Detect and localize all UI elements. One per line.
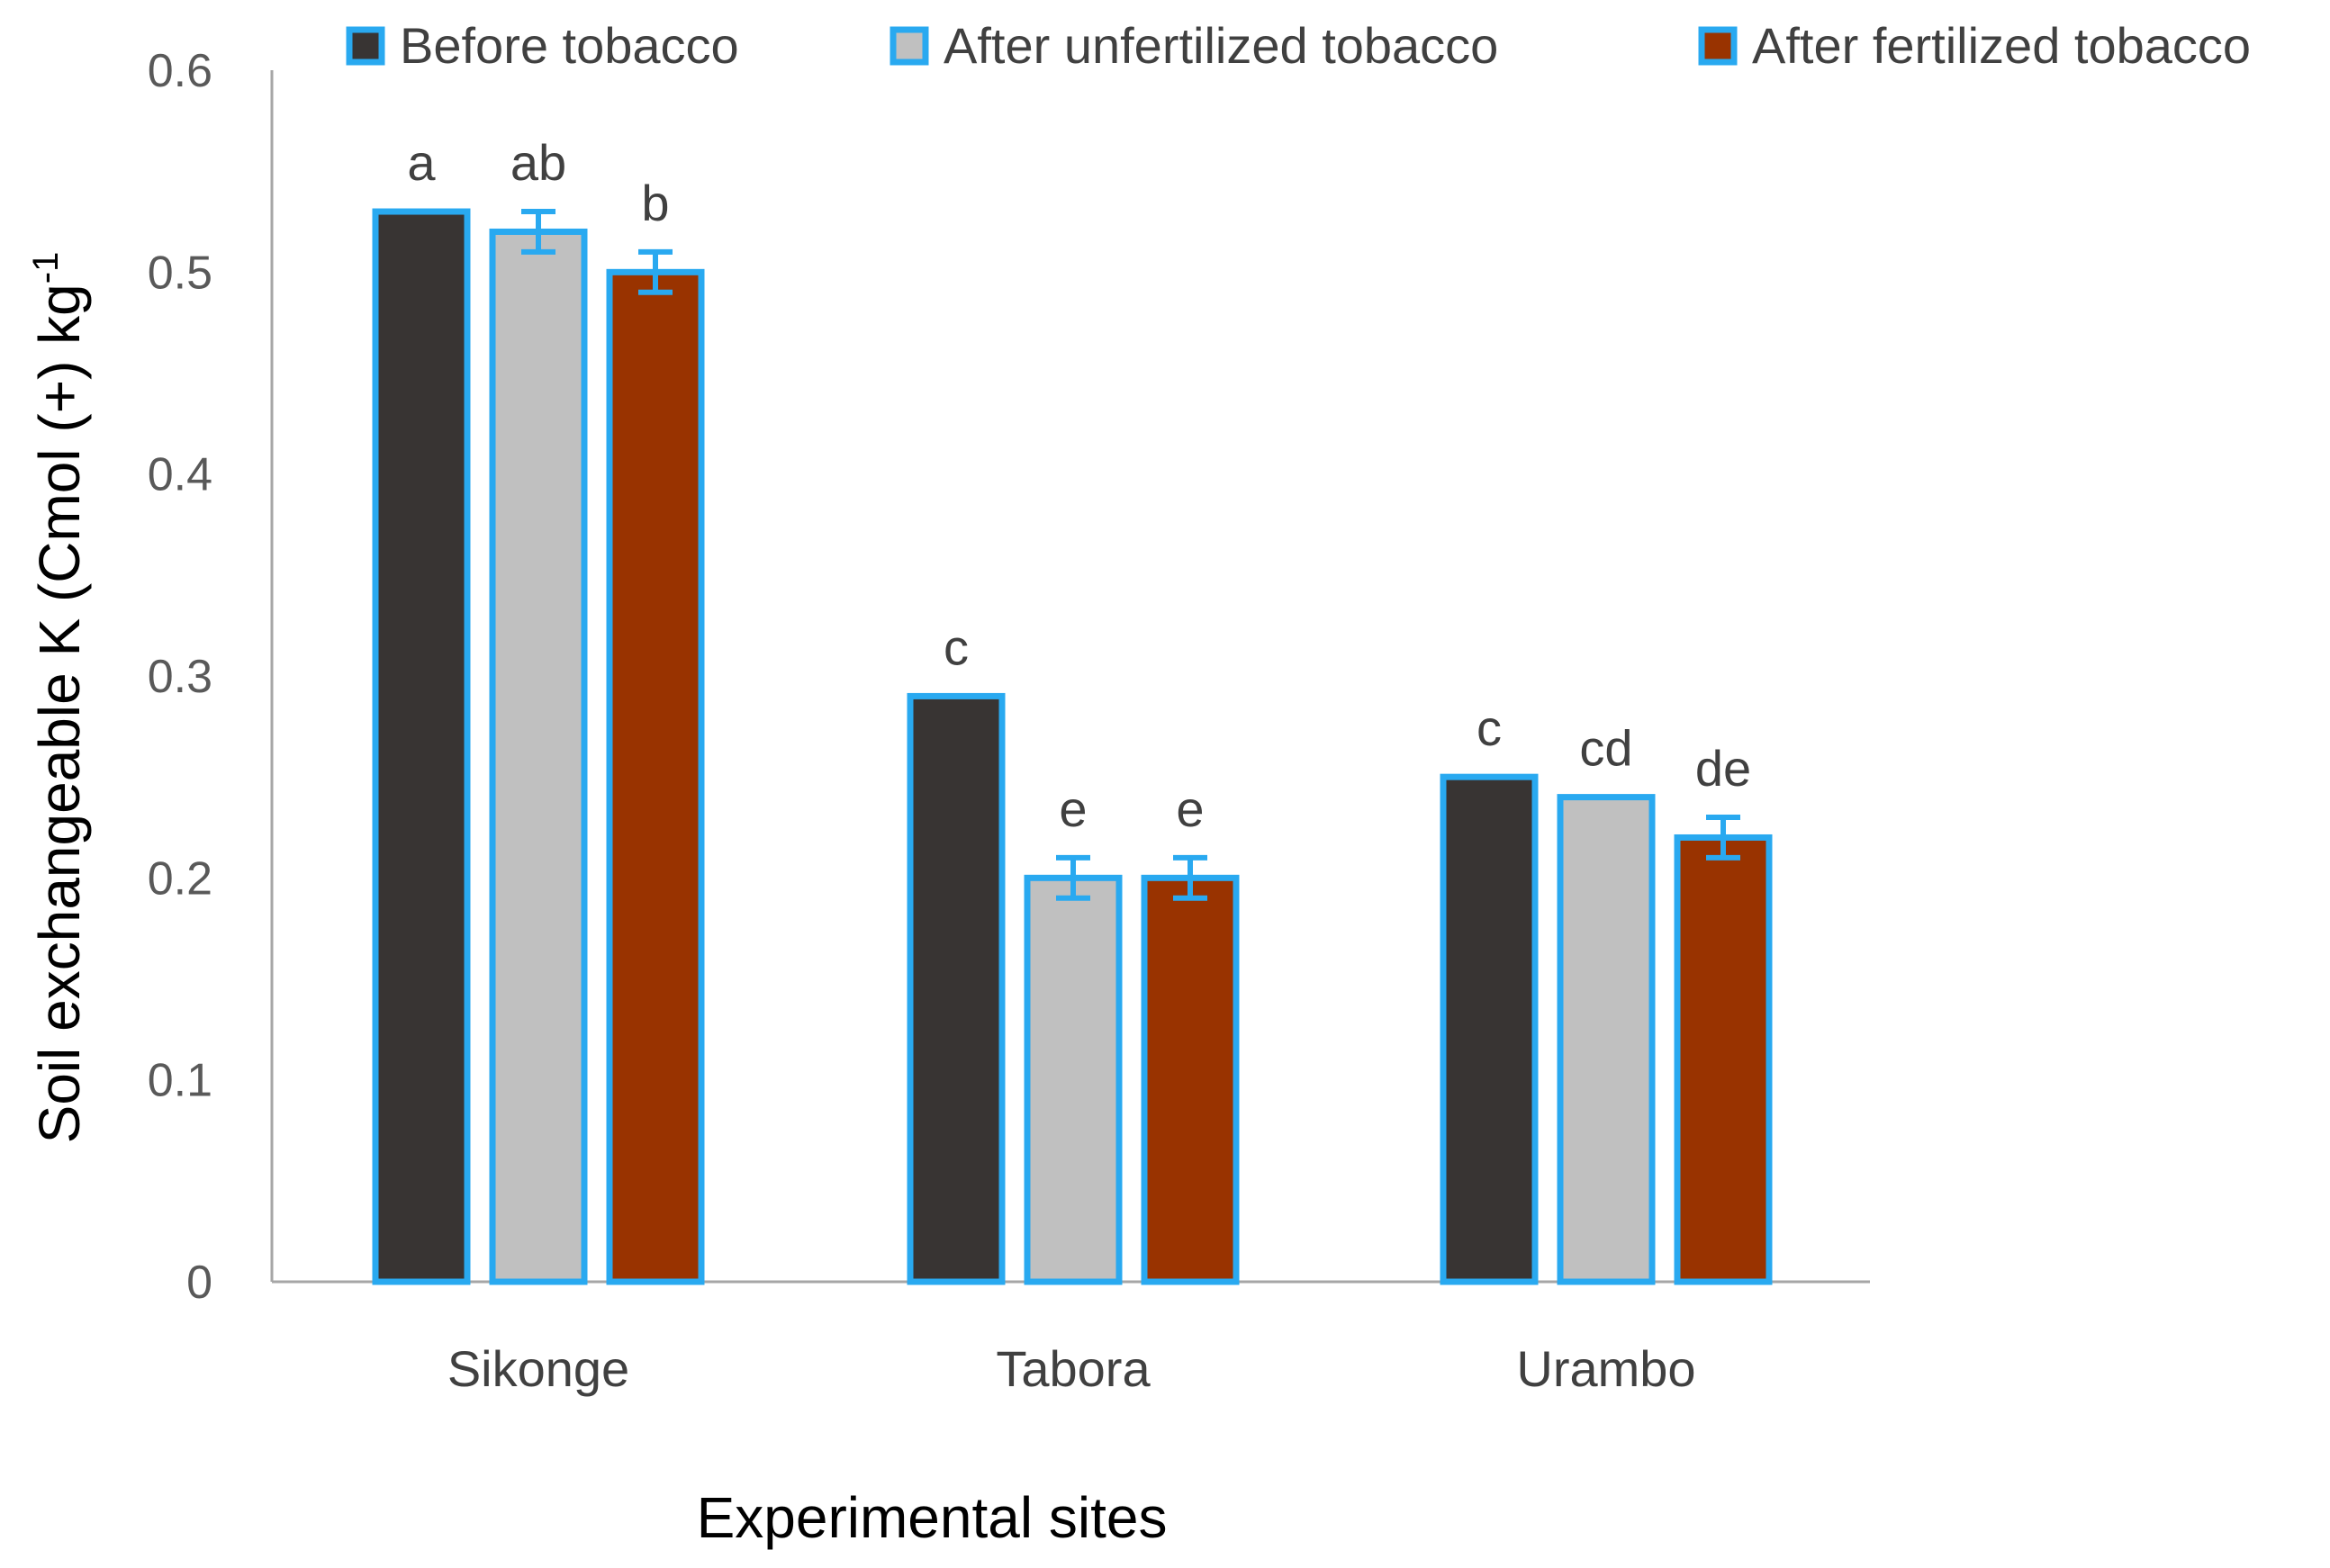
bar: [1141, 874, 1240, 1285]
y-tick-label: 0.3: [148, 651, 212, 703]
y-axis: 0 0.1 0.2 0.3 0.4 0.5 0.6: [148, 45, 274, 1309]
y-tick-label: 0.1: [148, 1055, 212, 1107]
bar: [907, 692, 1006, 1285]
legend-label: After fertilized tobacco: [1752, 17, 2251, 74]
significance-letter: b: [641, 175, 669, 231]
legend-swatch: [1698, 26, 1738, 66]
error-bars: [521, 209, 1740, 901]
y-tick-label: 0: [186, 1257, 212, 1309]
legend-swatch: [346, 26, 385, 66]
significance-letter: ab: [510, 134, 566, 191]
y-axis-title: Soil exchangeable K (Cmol (+) kg-1: [26, 252, 92, 1144]
y-tick-label: 0.5: [148, 247, 212, 299]
significance-letter: a: [407, 134, 436, 191]
significance-letter: c: [1477, 699, 1502, 756]
legend-item: After unfertilized tobacco: [890, 17, 1498, 74]
legend-label: After unfertilized tobacco: [944, 17, 1498, 74]
y-tick-label: 0.2: [148, 852, 212, 905]
bar: [1674, 834, 1773, 1285]
legend-swatch: [890, 26, 929, 66]
bar: [1557, 794, 1656, 1285]
significance-letter: de: [1695, 740, 1751, 797]
significance-letter: e: [1059, 780, 1087, 837]
y-axis-title-main: Soil exchangeable K (Cmol (+) kg: [27, 284, 92, 1143]
y-tick-label: 0.4: [148, 449, 212, 501]
bar: [489, 228, 588, 1285]
significance-letter: cd: [1579, 720, 1632, 777]
error-bar: [1056, 854, 1090, 901]
bar: [1440, 773, 1539, 1285]
error-bar: [1173, 854, 1207, 901]
significance-letters: a c c ab e cd b e de: [407, 134, 1751, 837]
y-axis-title-superscript: -1: [26, 252, 66, 284]
bars: [372, 208, 1773, 1285]
legend: Before tobacco After unfertilized tobacco…: [346, 17, 2251, 74]
significance-letter: c: [944, 618, 969, 675]
x-tick-label: Sikonge: [447, 1340, 629, 1397]
error-bar: [521, 209, 555, 255]
bar: [372, 208, 471, 1285]
y-tick-label: 0.6: [148, 45, 212, 97]
bar: [1024, 874, 1123, 1285]
x-tick-label: Urambo: [1516, 1340, 1695, 1397]
x-tick-label: Tabora: [996, 1340, 1151, 1397]
error-bar: [638, 248, 673, 295]
error-bar: [1706, 815, 1740, 861]
bar: [606, 268, 705, 1285]
x-axis-title: Experimental sites: [697, 1485, 1168, 1550]
legend-item: After fertilized tobacco: [1698, 17, 2251, 74]
legend-label: Before tobacco: [400, 17, 739, 74]
legend-item: Before tobacco: [346, 17, 739, 74]
significance-letter: e: [1176, 780, 1204, 837]
x-axis: Sikonge Tabora Urambo: [272, 1280, 1870, 1397]
